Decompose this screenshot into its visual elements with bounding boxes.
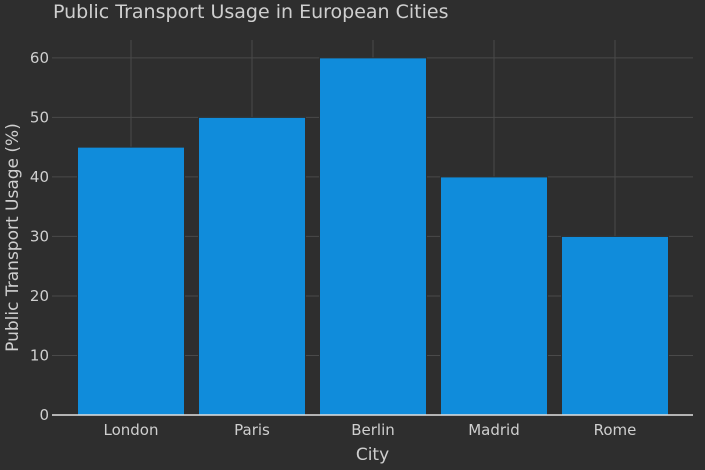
x-tick-label: Madrid xyxy=(468,421,520,439)
x-tick-label: Paris xyxy=(234,421,270,439)
y-tick-labels: 0 10 20 30 40 50 60 xyxy=(30,49,49,424)
x-axis-label: City xyxy=(356,445,389,465)
bar-berlin xyxy=(319,57,427,416)
x-tick-labels: London Paris Berlin Madrid Rome xyxy=(104,421,637,439)
bar-paris xyxy=(198,116,306,416)
y-tick-label: 0 xyxy=(39,406,49,424)
bar-layer xyxy=(77,57,669,416)
y-tick-label: 60 xyxy=(30,49,49,67)
y-tick-label: 10 xyxy=(30,346,49,364)
x-tick-label: Berlin xyxy=(351,421,395,439)
x-tick-label: Rome xyxy=(594,421,637,439)
y-tick-label: 30 xyxy=(30,227,49,245)
y-axis-label: Public Transport Usage (%) xyxy=(3,123,23,352)
x-tick-label: London xyxy=(104,421,159,439)
bar-london xyxy=(77,146,185,416)
y-tick-label: 20 xyxy=(30,287,49,305)
y-tick-label: 40 xyxy=(30,168,49,186)
bar-rome xyxy=(561,235,669,416)
y-tick-label: 50 xyxy=(30,108,49,126)
chart-title: Public Transport Usage in European Citie… xyxy=(53,1,448,23)
bar-madrid xyxy=(440,176,548,416)
